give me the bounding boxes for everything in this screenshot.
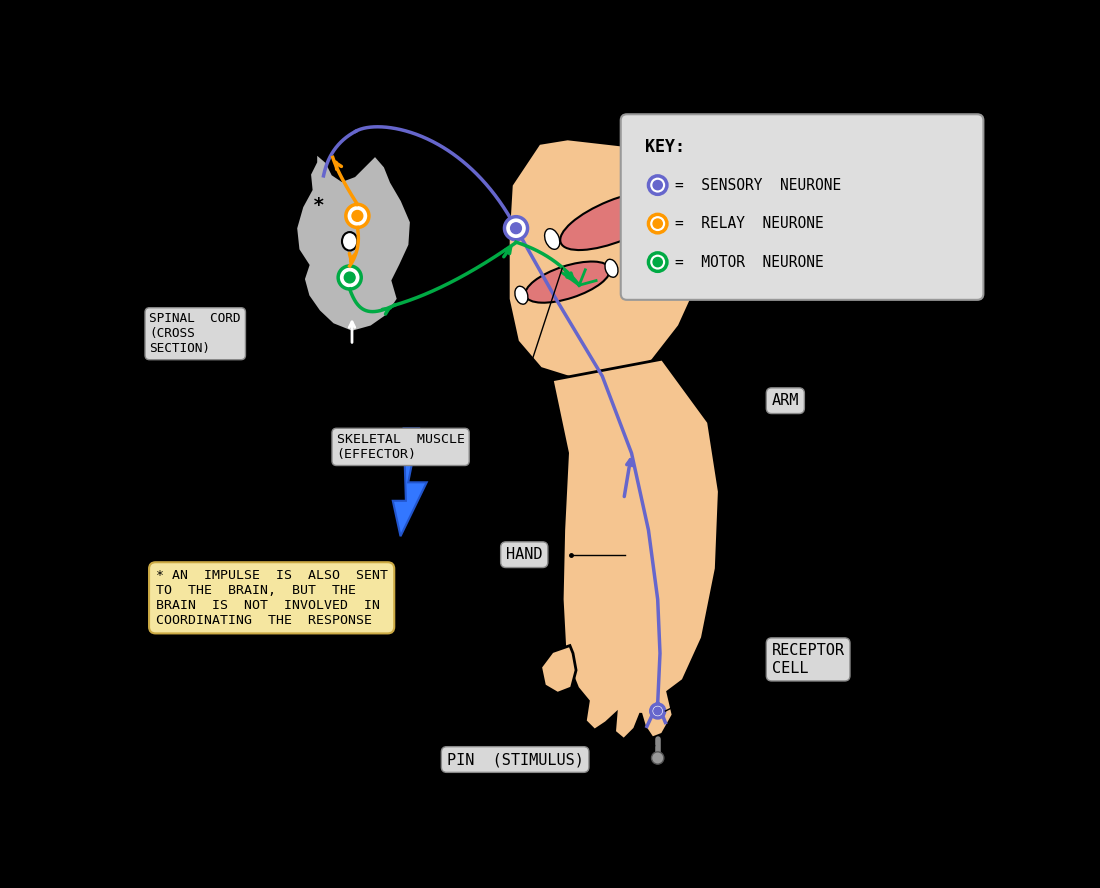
Ellipse shape <box>560 191 672 250</box>
FancyBboxPatch shape <box>620 115 983 300</box>
Circle shape <box>651 752 663 765</box>
Circle shape <box>653 258 662 266</box>
Circle shape <box>648 214 667 233</box>
Text: *: * <box>314 195 324 215</box>
Polygon shape <box>552 359 719 740</box>
Circle shape <box>338 266 361 289</box>
Text: =  RELAY  NEURONE: = RELAY NEURONE <box>674 216 824 231</box>
Text: SPINAL  CORD
(CROSS
SECTION): SPINAL CORD (CROSS SECTION) <box>150 313 241 355</box>
Circle shape <box>653 707 661 715</box>
Text: ARM: ARM <box>772 393 799 408</box>
Circle shape <box>653 219 662 228</box>
Ellipse shape <box>525 262 610 303</box>
Ellipse shape <box>544 229 560 250</box>
Circle shape <box>648 253 667 272</box>
Circle shape <box>648 176 667 194</box>
Text: PIN  (STIMULUS): PIN (STIMULUS) <box>447 752 584 767</box>
Circle shape <box>653 180 662 190</box>
Text: HAND: HAND <box>506 547 542 562</box>
Circle shape <box>510 223 521 234</box>
Circle shape <box>345 204 368 227</box>
Circle shape <box>651 704 664 718</box>
Text: =  SENSORY  NEURONE: = SENSORY NEURONE <box>674 178 840 193</box>
Text: RECEPTOR
CELL: RECEPTOR CELL <box>772 643 845 676</box>
Ellipse shape <box>515 286 528 305</box>
Text: KEY:: KEY: <box>645 138 684 155</box>
Polygon shape <box>508 139 704 380</box>
Text: SKELETAL  MUSCLE
(EFFECTOR): SKELETAL MUSCLE (EFFECTOR) <box>337 432 464 461</box>
Ellipse shape <box>605 259 618 277</box>
Polygon shape <box>541 646 576 694</box>
Text: =  MOTOR  NEURONE: = MOTOR NEURONE <box>674 255 824 270</box>
Circle shape <box>344 272 355 283</box>
Circle shape <box>352 210 363 221</box>
Polygon shape <box>296 153 411 332</box>
Polygon shape <box>393 428 427 536</box>
Text: * AN  IMPULSE  IS  ALSO  SENT
TO  THE  BRAIN,  BUT  THE
BRAIN  IS  NOT  INVOLVED: * AN IMPULSE IS ALSO SENT TO THE BRAIN, … <box>156 569 387 627</box>
Circle shape <box>505 217 528 240</box>
Ellipse shape <box>670 188 685 210</box>
Ellipse shape <box>342 232 358 250</box>
